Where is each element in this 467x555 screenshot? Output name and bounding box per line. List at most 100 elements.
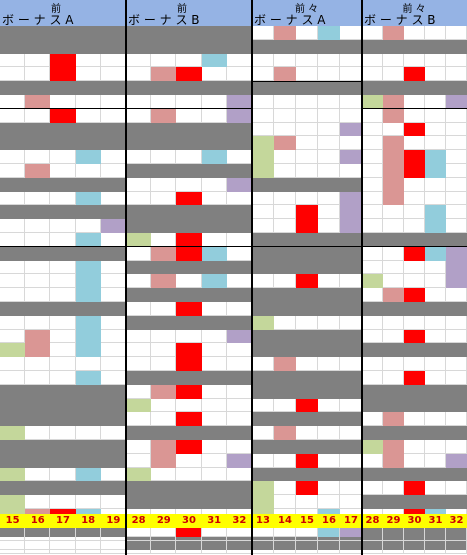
gray-row-cell: [404, 398, 425, 413]
blank-cell: [318, 164, 340, 178]
blue-cell: [75, 343, 101, 358]
blank-cell: [425, 528, 446, 541]
gray-row-cell: [201, 39, 227, 54]
gray-row-cell: [340, 81, 362, 95]
blank-cell: [404, 219, 425, 233]
gray-row-cell: [226, 288, 252, 302]
gray-row-cell: [151, 81, 177, 95]
blank-cell: [0, 288, 26, 302]
gray-row-cell: [340, 260, 362, 275]
gray-row-cell: [252, 384, 274, 399]
number-cell: 28: [362, 514, 383, 528]
blank-cell: [362, 67, 383, 82]
blank-cell: [126, 412, 152, 427]
gray-row-cell: [425, 302, 446, 316]
gray-row-cell: [100, 26, 126, 40]
blank-cell: [0, 260, 26, 275]
blank-cell: [425, 67, 446, 82]
blank-cell: [100, 164, 126, 178]
blank-cell: [75, 357, 101, 371]
blank-cell: [25, 233, 51, 247]
gray-row-cell: [446, 426, 467, 440]
green-cell: [126, 398, 152, 413]
blank-cell: [25, 260, 51, 275]
gray-row-cell: [318, 467, 340, 482]
blank-cell: [0, 528, 26, 541]
gray-row-cell: [340, 302, 362, 316]
gray-row-cell: [252, 260, 274, 275]
blank-cell: [226, 67, 252, 82]
blank-cell: [404, 205, 425, 220]
gray-row-cell: [383, 81, 404, 95]
blank-cell: [425, 95, 446, 109]
gray-row-cell: [151, 371, 177, 385]
blank-cell: [296, 528, 318, 541]
gray-row-cell: [126, 26, 152, 40]
gray-row-cell: [25, 81, 51, 95]
gray-row-cell: [201, 371, 227, 385]
blank-cell: [176, 150, 202, 164]
blank-cell: [446, 357, 467, 371]
gray-row-cell: [126, 426, 152, 440]
blank-cell: [383, 67, 404, 82]
gray-row-cell: [50, 246, 76, 261]
gray-row-cell: [0, 481, 26, 496]
blank-cell: [252, 205, 274, 220]
gray-row-cell: [318, 371, 340, 385]
gray-row-cell: [100, 440, 126, 454]
blue-cell: [201, 150, 227, 164]
blank-cell: [252, 67, 274, 82]
blue-cell: [201, 274, 227, 289]
green-cell: [252, 164, 274, 178]
blank-cell: [25, 357, 51, 371]
gray-row-cell: [100, 39, 126, 54]
blank-cell: [226, 150, 252, 164]
blank-cell: [362, 371, 383, 385]
gray-row-cell: [252, 302, 274, 316]
gray-row-cell: [296, 343, 318, 358]
gray-row-cell: [274, 39, 296, 54]
pink-cell: [151, 453, 177, 468]
blank-cell: [151, 53, 177, 68]
blank-cell: [0, 108, 26, 123]
blank-cell: [425, 440, 446, 454]
blank-cell: [126, 177, 152, 192]
blank-cell: [126, 453, 152, 468]
blank-cell: [383, 53, 404, 68]
blank-cell: [126, 541, 152, 554]
blank-cell: [318, 191, 340, 206]
blank-cell: [151, 528, 177, 541]
gray-row-cell: [75, 246, 101, 261]
gray-row-cell: [151, 260, 177, 275]
gray-row-cell: [126, 122, 152, 137]
red-cell: [404, 329, 425, 344]
gray-row-cell: [252, 343, 274, 358]
purple-cell: [100, 219, 126, 233]
gray-row-cell: [50, 398, 76, 413]
gray-row-cell: [296, 371, 318, 385]
gray-row-cell: [151, 426, 177, 440]
blank-cell: [383, 205, 404, 220]
blank-cell: [0, 95, 26, 109]
gray-row-cell: [201, 495, 227, 509]
blank-cell: [75, 219, 101, 233]
blank-cell: [151, 302, 177, 316]
gray-row-cell: [176, 315, 202, 330]
gray-row-cell: [274, 329, 296, 344]
blank-cell: [25, 53, 51, 68]
blank-cell: [50, 191, 76, 206]
red-cell: [404, 288, 425, 302]
gray-row-cell: [340, 288, 362, 302]
blank-cell: [201, 177, 227, 192]
blank-cell: [362, 453, 383, 468]
gray-row-cell: [100, 205, 126, 220]
gray-row-cell: [25, 26, 51, 40]
pink-cell: [383, 177, 404, 192]
blank-cell: [362, 150, 383, 164]
blank-cell: [404, 136, 425, 151]
gray-row-cell: [404, 384, 425, 399]
gray-row-cell: [226, 164, 252, 178]
green-cell: [126, 233, 152, 247]
blank-cell: [50, 528, 76, 541]
